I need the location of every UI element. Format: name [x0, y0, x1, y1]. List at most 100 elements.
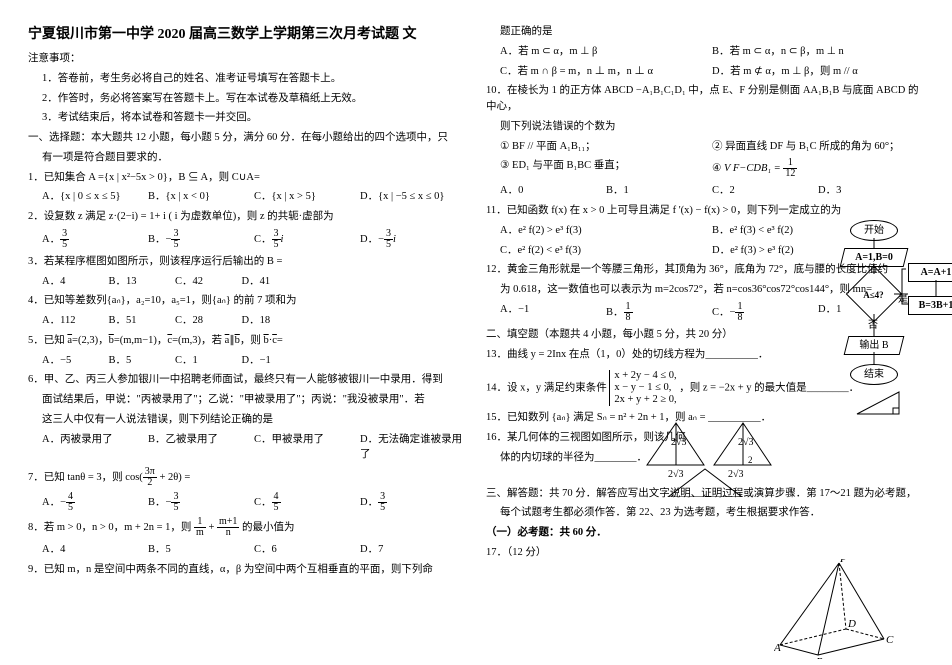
- notice-3: 3．考试结束后，将本试卷和答题卡一并交回。: [28, 110, 466, 126]
- q11D: D．e² f(3) > e³ f(2): [712, 243, 924, 259]
- svg-text:2√3: 2√3: [738, 437, 754, 448]
- q3a: A．4: [42, 274, 109, 290]
- q10b: B．1: [606, 183, 712, 199]
- q4c: C．28: [175, 313, 242, 329]
- q2b: B．−35: [148, 229, 254, 250]
- q7d: D．35: [360, 492, 466, 513]
- q11: 11．已知函数 f(x) 在 x > 0 上可导且满足 f '(x) − f(x…: [486, 203, 924, 219]
- q1b: B．{x | x < 0}: [148, 189, 254, 205]
- q8-opts: A．4 B．5 C．6 D．7: [28, 542, 466, 558]
- q14c2: x − y − 1 ≤ 0,: [614, 382, 676, 394]
- q2d: D．−35i: [360, 229, 466, 250]
- notice-1: 1．答卷前，考生务必将自己的姓名、准考证号填写在答题卡上。: [28, 71, 466, 87]
- q7a: A．−45: [42, 492, 148, 513]
- q10c: C．2: [712, 183, 818, 199]
- q2: 2．设复数 z 满足 z·(2−i) = 1+ i ( i 为虚数单位)，则 z…: [28, 209, 466, 225]
- q9C: C．若 m ∩ β = m，n ⊥ m，n ⊥ α: [500, 64, 712, 80]
- q6b: B．乙被录用了: [148, 432, 254, 464]
- q6-l1: 6．甲、乙、丙三人参加银川一中招聘老师面试，最终只有一人能够被银川一中录用．得到: [28, 372, 466, 388]
- q10d: D．3: [818, 183, 924, 199]
- q3: 3．若某程序框图如图所示，则该程序运行后输出的 B =: [28, 254, 328, 270]
- q9B: B．若 m ⊂ α，n ⊂ β，m ⊥ n: [712, 44, 924, 60]
- q4a: A．112: [42, 313, 109, 329]
- q14c1: x + 2y − 4 ≤ 0,: [614, 370, 676, 382]
- notice-2: 2．作答时，务必将答案写在答题卡上。写在本试卷及草稿纸上无效。: [28, 91, 466, 107]
- q10-i-ii: ① BF // 平面 A₁B₁₁； ② 异面直线 DF 与 B₁C 所成的角为 …: [486, 139, 924, 155]
- q3b: B．13: [109, 274, 176, 290]
- q10i: ① BF // 平面 A₁B₁₁；: [500, 139, 712, 155]
- q9: 9．已知 m，n 是空间中两条不同的直线，α，β 为空间中两个互相垂直的平面，则…: [28, 562, 466, 578]
- q12-opts: A．−1 B．18 C．−18 D．1: [486, 302, 924, 323]
- svg-text:2: 2: [748, 455, 753, 465]
- q6-l3: 这三人中仅有一人说法错误，则下列结论正确的是: [28, 412, 466, 428]
- q4-opts: A．112 B．51 C．28 D．18: [28, 313, 308, 329]
- svg-text:C: C: [886, 634, 894, 646]
- section1-head2: 有一项是符合题目要求的．: [28, 150, 466, 166]
- q2c: C．35i: [254, 229, 360, 250]
- q14c3: 2x + y + 2 ≥ 0,: [614, 394, 676, 406]
- q8d: D．7: [360, 542, 466, 558]
- svg-text:2√3: 2√3: [671, 437, 687, 448]
- q3-opts: A．4 B．13 C．42 D．41: [28, 274, 308, 290]
- q5d: D．−1: [242, 353, 309, 369]
- svg-text:2√3: 2√3: [668, 469, 684, 480]
- q1: 1．已知集合 A ={x | x²−5x > 0}，B ⊆ A，则 C∪A=: [28, 170, 466, 186]
- q4: 4．已知等差数列{aₙ}，a₂=10，a₅=1，则{aₙ} 的前 7 项和为: [28, 293, 328, 309]
- svg-text:D: D: [847, 618, 856, 630]
- q1c: C．{x | x > 5}: [254, 189, 360, 205]
- q10ii: ② 异面直线 DF 与 B₁C 所成的角为 60°；: [712, 139, 924, 155]
- q11C: C．e² f(2) < e³ f(3): [500, 243, 712, 259]
- q6d: D．无法确定谁被录用了: [360, 432, 466, 464]
- q3d: D．41: [242, 274, 309, 290]
- q11-opts1: A．e² f(2) > e³ f(3) B．e² f(3) < e³ f(2): [486, 223, 924, 239]
- q9-cont: 题正确的是: [486, 24, 924, 40]
- q1d: D．{x | −5 ≤ x ≤ 0}: [360, 189, 466, 205]
- q5-opts: A．−5 B．5 C．1 D．−1: [28, 353, 308, 369]
- svg-text:2√3: 2√3: [728, 469, 744, 480]
- q8c: C．6: [254, 542, 360, 558]
- q12: 12．黄金三角形就是一个等腰三角形，其顶角为 36°，底角为 72°，底与腰的长…: [486, 262, 924, 278]
- exam-title: 宁夏银川市第一中学 2020 届高三数学上学期第三次月考试题 文: [28, 24, 466, 45]
- q6c: C．甲被录用了: [254, 432, 360, 464]
- q13: 13．曲线 y = 2Inx 在点（1，0）处的切线方程为__________．: [486, 347, 924, 363]
- q12d: D．1: [818, 302, 924, 323]
- q10-opts: A．0 B．1 C．2 D．3: [486, 183, 924, 199]
- svg-text:A: A: [774, 642, 781, 654]
- q12c: C．−18: [712, 302, 818, 323]
- three-view-figure: 2√3 2√3 2√3 2√3 2: [644, 419, 834, 489]
- q5c: C．1: [175, 353, 242, 369]
- q6-l2: 面试结果后，甲说："丙被录用了"；乙说："甲被录用了"；丙说："我没被录用"．若: [28, 392, 466, 408]
- q11A: A．e² f(2) > e³ f(3): [500, 223, 712, 239]
- q11B: B．e² f(3) < e³ f(2): [712, 223, 924, 239]
- section3-2: 每个试题考生都必须作答．第 22、23 为选考题，考生根据要求作答．: [486, 505, 924, 521]
- q10a: A．0: [500, 183, 606, 199]
- q12b: B．18: [606, 302, 712, 323]
- q9-opts2: C．若 m ∩ β = m，n ⊥ m，n ⊥ α D．若 m ⊄ α，m ⊥ …: [486, 64, 924, 80]
- q7-opts: A．−45 B．−35 C．45 D．35: [28, 492, 466, 513]
- q9D: D．若 m ⊄ α，m ⊥ β，则 m // α: [712, 64, 924, 80]
- q12-2: 为 0.618，这一数值也可以表示为 m=2cos72°，若 n=cos36°c…: [486, 282, 924, 298]
- q9A: A．若 m ⊂ α，m ⊥ β: [500, 44, 712, 60]
- q5: 5．已知 a=(2,3)，b=(m,m−1)，c=(m,3)，若 a∥b，则 b…: [28, 333, 328, 349]
- q10iii: ③ ED₁ 与平面 B₁BC 垂直；: [500, 158, 712, 179]
- right-triangle-icon: [854, 389, 904, 419]
- q10-iii-iv: ③ ED₁ 与平面 B₁BC 垂直； ④ V F−CDB₁ = 112: [486, 158, 924, 179]
- q4b: B．51: [109, 313, 176, 329]
- q8a: A．4: [42, 542, 148, 558]
- q4d: D．18: [242, 313, 309, 329]
- q2a: A．35: [42, 229, 148, 250]
- q6a: A．丙被录用了: [42, 432, 148, 464]
- q5a: A．−5: [42, 353, 109, 369]
- notice-head: 注意事项：: [28, 51, 466, 67]
- q8b: B．5: [148, 542, 254, 558]
- svg-text:P: P: [839, 559, 847, 565]
- q7: 7．已知 tanθ = 3，则 cos(3π2 + 2θ) =: [28, 467, 466, 488]
- q7b: B．−35: [148, 492, 254, 513]
- q5b: B．5: [109, 353, 176, 369]
- q8: 8．若 m > 0，n > 0，m + 2n = 1，则 1m + m+1n 的…: [28, 517, 466, 538]
- q7c: C．45: [254, 492, 360, 513]
- section1-head: 一、选择题：本大题共 12 小题，每小题 5 分，满分 60 分．在每小题给出的…: [28, 130, 466, 146]
- q10: 10．在棱长为 1 的正方体 ABCD −A₁B₁C₁D₁ 中，点 E、F 分别…: [486, 83, 924, 115]
- q9-opts1: A．若 m ⊂ α，m ⊥ β B．若 m ⊂ α，n ⊂ β，m ⊥ n: [486, 44, 924, 60]
- q3c: C．42: [175, 274, 242, 290]
